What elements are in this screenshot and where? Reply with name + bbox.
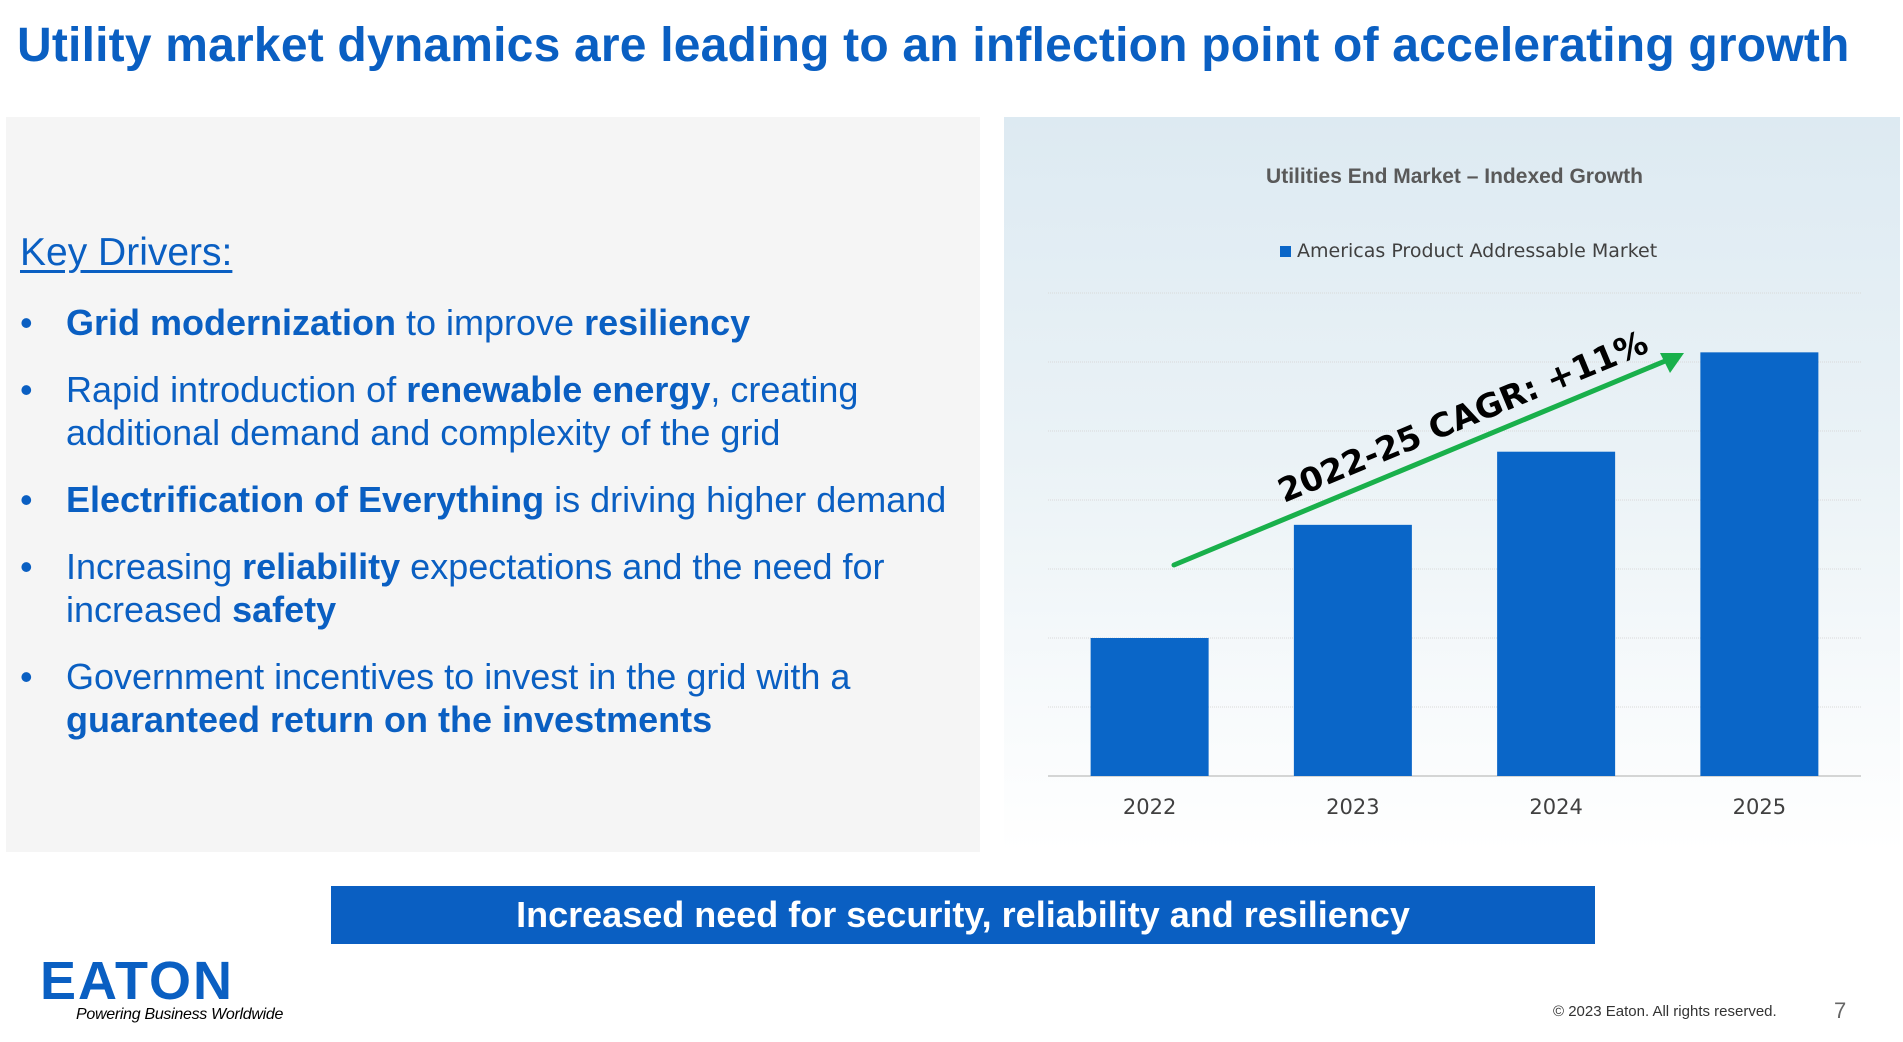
chart-title: Utilities End Market – Indexed Growth	[1266, 165, 1643, 188]
banner: Increased need for security, reliability…	[331, 886, 1595, 944]
bullet-icon: •	[20, 369, 33, 410]
bullet-icon: •	[20, 302, 33, 343]
bar-2022	[1090, 638, 1209, 776]
driver-text: , creating additional demand and complex…	[66, 369, 859, 453]
logo-wordmark: EATON	[40, 951, 235, 1011]
bullet-icon: •	[20, 479, 33, 520]
driver-emphasis: guaranteed return on the investments	[66, 699, 713, 740]
legend-swatch	[1280, 246, 1291, 257]
x-tick-label: 2022	[1123, 795, 1176, 819]
driver-text: expectations and the need for increased	[66, 546, 885, 630]
copyright: © 2023 Eaton. All rights reserved.	[1553, 1003, 1777, 1020]
bullet-icon: •	[20, 656, 33, 697]
x-tick-label: 2025	[1733, 795, 1786, 819]
bar-2023	[1293, 524, 1412, 776]
slide-title: Utility market dynamics are leading to a…	[17, 19, 1850, 72]
driver-emphasis: Grid modernization	[66, 302, 397, 343]
page-number: 7	[1834, 998, 1847, 1023]
key-driver-item: • Government incentives to invest in the …	[20, 655, 970, 741]
driver-emphasis: renewable energy	[406, 369, 711, 410]
bar-2025	[1700, 352, 1819, 776]
eaton-logo: EATON Powering Business Worldwide	[40, 951, 283, 1023]
key-drivers-panel: Key Drivers: • Grid modernization to impr…	[6, 117, 980, 852]
logo-tagline: Powering Business Worldwide	[76, 1006, 284, 1023]
growth-arrow-line	[1171, 356, 1673, 568]
driver-emphasis: Electrification of Everything	[66, 479, 545, 520]
x-tick-label: 2024	[1529, 795, 1582, 819]
key-driver-item: • Grid modernization to improve resilienc…	[20, 301, 970, 344]
x-tick-label: 2023	[1326, 795, 1379, 819]
driver-text: Government incentives to invest in the g…	[66, 656, 851, 697]
key-driver-item: • Rapid introduction of renewable energy,…	[20, 368, 970, 454]
driver-text: Rapid introduction of	[66, 369, 407, 410]
key-drivers-heading: Key Drivers:	[20, 231, 233, 274]
chart-panel: Utilities End Market – Indexed Growth Ame…	[1004, 117, 1900, 852]
key-driver-item: • Increasing reliability expectations and…	[20, 545, 970, 631]
bar-2024	[1497, 451, 1616, 776]
bullet-icon: •	[20, 546, 33, 587]
key-driver-item: • Electrification of Everything is drivin…	[20, 478, 970, 521]
driver-emphasis: resiliency	[584, 302, 751, 343]
driver-text: is driving higher demand	[544, 479, 947, 520]
indexed-growth-chart: Utilities End Market – Indexed Growth Ame…	[1048, 165, 1861, 819]
driver-emphasis: reliability	[242, 546, 401, 587]
driver-emphasis: safety	[232, 589, 337, 630]
key-drivers-list: • Grid modernization to improve resilienc…	[20, 301, 970, 765]
legend-label: Americas Product Addressable Market	[1297, 240, 1657, 262]
driver-text: to improve	[396, 302, 585, 343]
driver-text: Increasing	[66, 546, 243, 587]
growth-arrow-head	[1660, 353, 1684, 373]
